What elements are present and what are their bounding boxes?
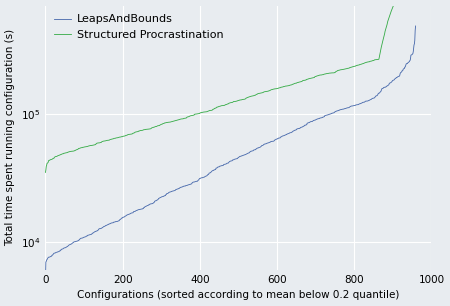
LeapsAndBounds bbox=[413, 24, 418, 28]
Line: LeapsAndBounds: LeapsAndBounds bbox=[45, 26, 415, 280]
Structured Procrastination bbox=[112, 136, 117, 140]
Legend: LeapsAndBounds, Structured Procrastination: LeapsAndBounds, Structured Procrastinati… bbox=[51, 11, 226, 43]
Structured Procrastination bbox=[60, 152, 66, 155]
Line: Structured Procrastination: Structured Procrastination bbox=[45, 0, 415, 172]
LeapsAndBounds bbox=[400, 69, 405, 72]
Structured Procrastination bbox=[261, 91, 266, 94]
LeapsAndBounds bbox=[394, 76, 400, 79]
LeapsAndBounds bbox=[60, 247, 66, 251]
Structured Procrastination bbox=[43, 170, 48, 174]
LeapsAndBounds bbox=[261, 143, 266, 147]
LeapsAndBounds bbox=[112, 220, 117, 224]
LeapsAndBounds bbox=[43, 278, 48, 282]
Y-axis label: Total time spent running configuration (s): Total time spent running configuration (… bbox=[5, 29, 16, 246]
X-axis label: Configurations (sorted according to mean below 0.2 quantile): Configurations (sorted according to mean… bbox=[77, 290, 400, 300]
LeapsAndBounds bbox=[196, 177, 202, 181]
Structured Procrastination bbox=[196, 112, 202, 115]
